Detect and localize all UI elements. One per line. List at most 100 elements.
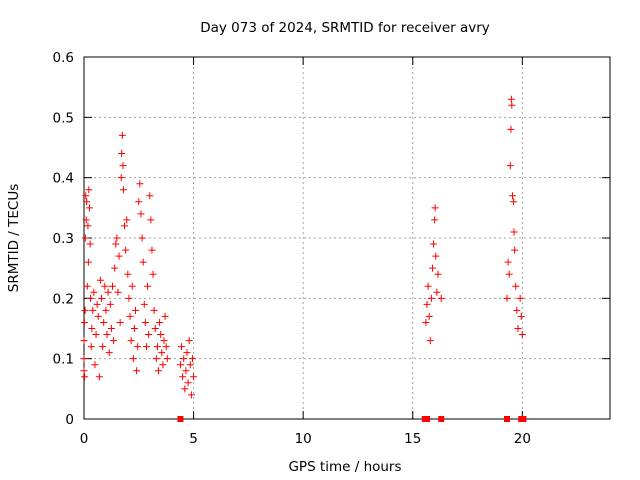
data-point bbox=[85, 204, 93, 212]
data-point bbox=[432, 252, 440, 260]
data-points bbox=[80, 95, 527, 422]
data-point bbox=[86, 240, 94, 248]
data-point bbox=[181, 385, 189, 393]
data-point bbox=[157, 331, 165, 339]
data-point bbox=[431, 204, 439, 212]
data-point bbox=[188, 355, 196, 363]
data-point bbox=[95, 373, 103, 381]
data-point bbox=[96, 276, 104, 284]
data-point bbox=[90, 288, 98, 296]
data-point bbox=[433, 288, 441, 296]
data-point bbox=[161, 312, 169, 320]
data-point bbox=[425, 312, 433, 320]
data-point bbox=[132, 306, 140, 314]
data-point bbox=[136, 180, 144, 188]
data-point bbox=[116, 318, 124, 326]
data-point bbox=[82, 192, 90, 200]
data-point bbox=[510, 198, 518, 206]
data-point bbox=[81, 306, 89, 314]
data-point bbox=[118, 131, 126, 139]
data-point bbox=[159, 361, 167, 369]
data-point bbox=[102, 306, 110, 314]
y-tick-label: 0 bbox=[65, 412, 74, 428]
data-point bbox=[80, 355, 88, 363]
data-point bbox=[114, 288, 122, 296]
data-point bbox=[103, 331, 111, 339]
data-point bbox=[508, 101, 516, 109]
data-point bbox=[180, 355, 188, 363]
data-point bbox=[80, 367, 88, 375]
data-point bbox=[145, 331, 153, 339]
data-point bbox=[81, 373, 89, 381]
data-point bbox=[150, 306, 158, 314]
data-point bbox=[503, 294, 511, 302]
data-point bbox=[122, 246, 130, 254]
data-point bbox=[101, 282, 109, 290]
data-point bbox=[80, 318, 88, 326]
data-point bbox=[186, 361, 194, 369]
data-point bbox=[107, 325, 115, 332]
data-point bbox=[187, 391, 195, 399]
axis-ticks: 0 0.1 0.2 0.3 0.4 0.5 0.6 0 5 10 15 20 bbox=[53, 50, 610, 447]
y-tick-label: 0.5 bbox=[53, 110, 74, 126]
data-point bbox=[83, 282, 91, 290]
data-point bbox=[87, 294, 95, 302]
data-point bbox=[138, 234, 146, 242]
data-point bbox=[84, 258, 92, 266]
data-point bbox=[115, 252, 123, 260]
data-point bbox=[156, 318, 164, 326]
data-point bbox=[140, 300, 148, 308]
data-point bbox=[84, 222, 92, 230]
data-point bbox=[93, 300, 101, 308]
data-point bbox=[505, 270, 513, 278]
data-point bbox=[119, 162, 127, 170]
data-point bbox=[118, 150, 126, 158]
y-tick-label: 0.6 bbox=[53, 50, 74, 66]
data-point bbox=[148, 246, 156, 254]
zero-marker bbox=[438, 416, 445, 422]
data-point bbox=[139, 258, 147, 266]
data-point bbox=[184, 379, 192, 387]
x-tick-label: 0 bbox=[80, 431, 89, 447]
data-point bbox=[141, 318, 149, 326]
data-point bbox=[130, 325, 138, 332]
data-point bbox=[155, 367, 163, 375]
data-point bbox=[137, 210, 145, 218]
data-point bbox=[511, 246, 519, 254]
data-point bbox=[134, 343, 142, 351]
data-point bbox=[504, 258, 512, 266]
data-point bbox=[146, 192, 154, 200]
data-point bbox=[147, 216, 155, 224]
data-point bbox=[129, 355, 137, 363]
y-tick-label: 0.2 bbox=[53, 291, 74, 307]
x-tick-label: 10 bbox=[295, 431, 312, 447]
data-point bbox=[81, 234, 89, 242]
data-point bbox=[185, 337, 193, 345]
data-point bbox=[113, 234, 121, 242]
data-point bbox=[128, 282, 136, 290]
data-point bbox=[517, 312, 525, 320]
data-point bbox=[428, 264, 436, 272]
data-point bbox=[506, 162, 514, 170]
data-point bbox=[516, 294, 524, 302]
data-point bbox=[111, 264, 119, 272]
data-point bbox=[124, 270, 132, 278]
data-point bbox=[514, 325, 522, 332]
data-point bbox=[99, 343, 107, 351]
y-tick-label: 0.4 bbox=[53, 171, 74, 187]
data-point bbox=[162, 343, 170, 351]
data-point bbox=[151, 325, 159, 332]
data-point bbox=[424, 282, 432, 290]
data-point bbox=[426, 337, 434, 345]
data-point bbox=[87, 343, 95, 351]
data-point bbox=[158, 349, 166, 357]
zero-marker bbox=[177, 416, 184, 422]
data-point bbox=[85, 186, 93, 194]
data-point bbox=[91, 361, 99, 369]
data-point bbox=[144, 282, 152, 290]
data-point bbox=[98, 294, 106, 302]
data-point bbox=[510, 228, 518, 236]
data-point bbox=[507, 125, 515, 133]
data-point bbox=[127, 337, 135, 345]
